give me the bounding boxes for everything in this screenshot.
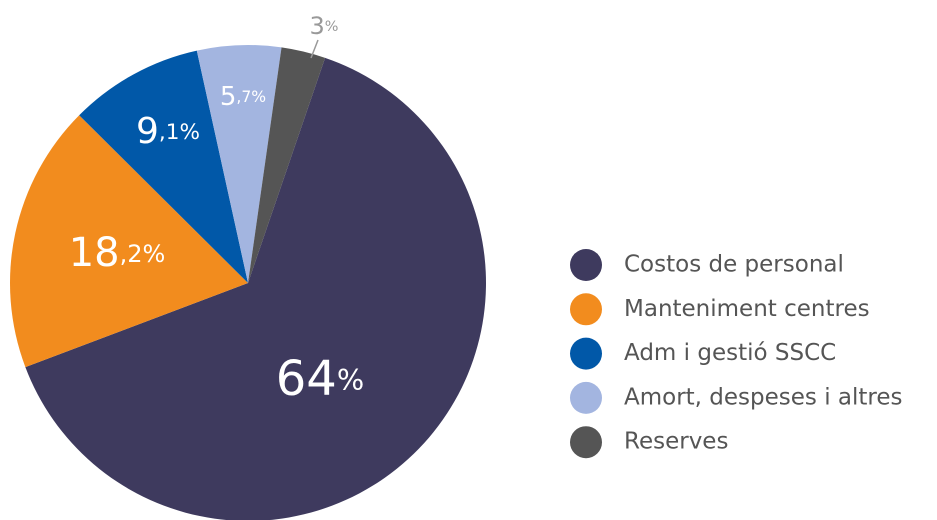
- leader-line: [310, 39, 319, 59]
- legend-label: Adm i gestió SSCC: [624, 340, 836, 366]
- legend-swatch: [570, 381, 602, 414]
- legend-label: Amort, despeses i altres: [624, 384, 903, 410]
- pie-slice: [196, 44, 282, 283]
- legend-swatch: [570, 249, 602, 281]
- pie-slice: [248, 47, 326, 283]
- pie-slice: [9, 115, 249, 368]
- legend-label: Reserves: [624, 429, 728, 455]
- slice-label: 18,2%: [69, 230, 166, 276]
- pie-slice: [25, 57, 486, 520]
- slice-label: 9,1%: [136, 111, 200, 152]
- slice-label: 3%: [310, 12, 339, 40]
- legend-swatch: [570, 426, 602, 459]
- slice-label: 5,7%: [220, 82, 266, 112]
- slice-label: 64%: [276, 351, 364, 407]
- legend-swatch: [570, 293, 602, 326]
- legend-label: Costos de personal: [624, 252, 844, 278]
- legend-label: Manteniment centres: [624, 296, 870, 322]
- legend-swatch: [570, 337, 602, 370]
- pie-slice: [79, 50, 248, 283]
